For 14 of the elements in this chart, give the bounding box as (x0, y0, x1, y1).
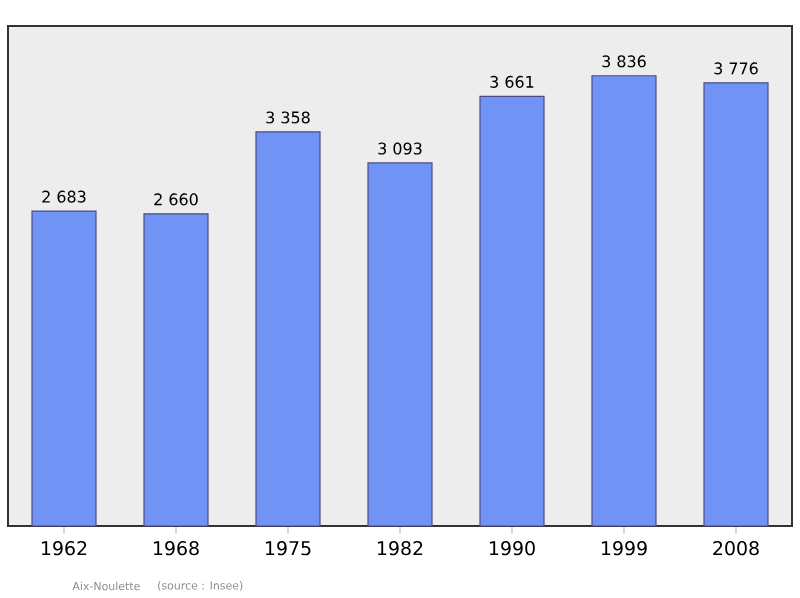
x-tick-label: 1982 (378, 541, 423, 556)
bar (255, 131, 321, 527)
bar (143, 213, 209, 527)
bar (703, 82, 769, 527)
bar (367, 162, 433, 527)
x-tick-label: 1999 (602, 541, 647, 556)
bar (479, 95, 545, 527)
x-tick-label: 1990 (490, 541, 535, 556)
x-tick-label: 1962 (42, 541, 87, 556)
bar (591, 75, 657, 527)
x-tick-label: 1968 (154, 541, 199, 556)
bar (31, 210, 97, 527)
x-tick-label: 2008 (713, 541, 759, 556)
x-tick-label: 1975 (266, 541, 311, 556)
